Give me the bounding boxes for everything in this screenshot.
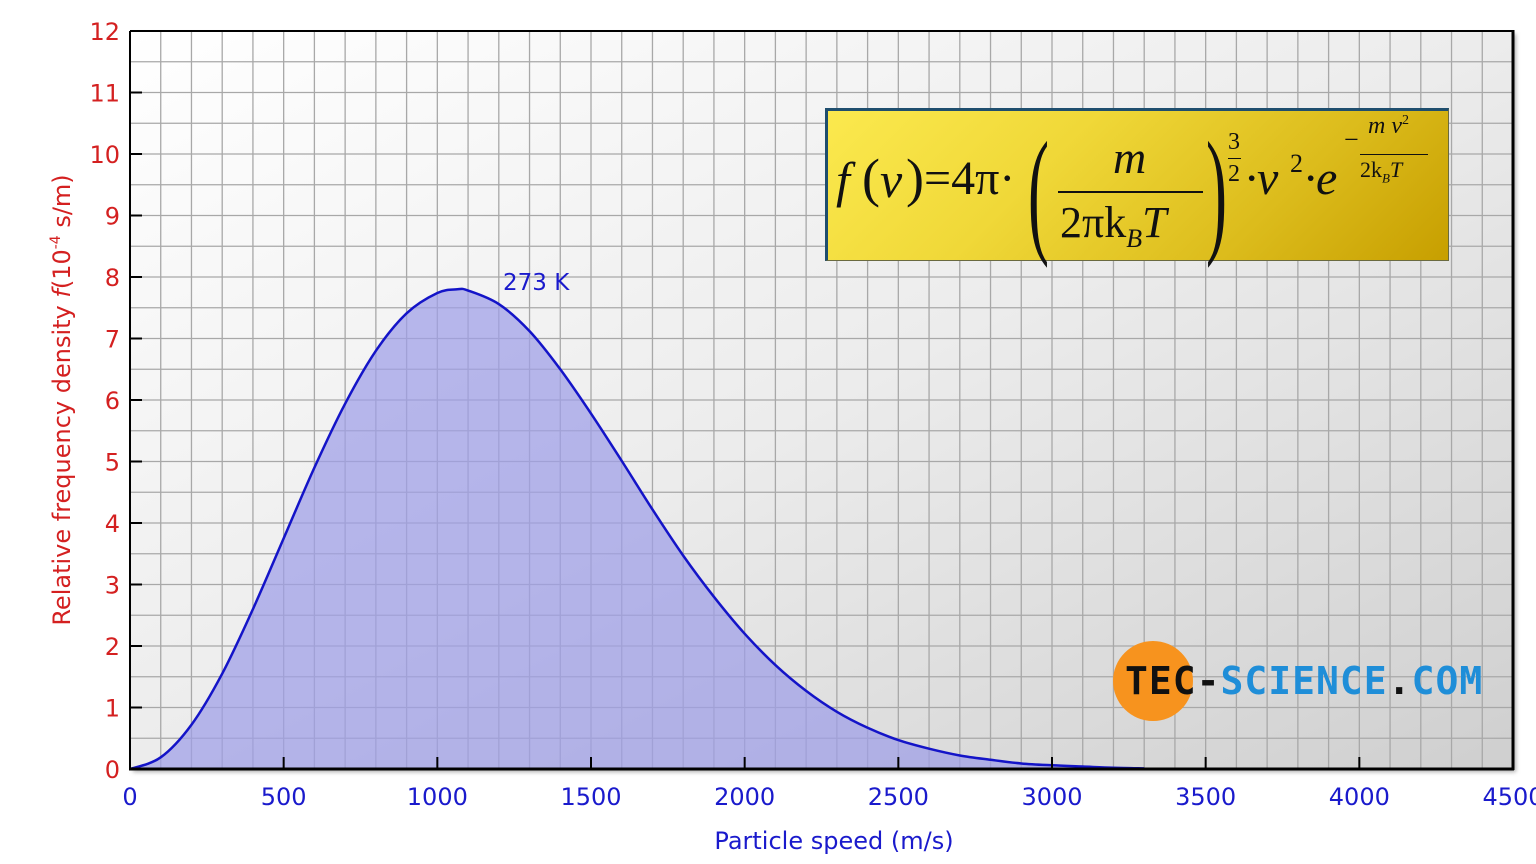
formula-var: v bbox=[880, 152, 903, 208]
axis-ticks bbox=[130, 91, 1361, 769]
formula-lhs: f bbox=[836, 152, 850, 208]
x-tick-label: 2500 bbox=[868, 783, 929, 811]
series-label-273k: 273 K bbox=[503, 270, 570, 296]
y-tick-label: 10 bbox=[89, 141, 120, 169]
x-axis-title: Particle speed (m/s) bbox=[714, 827, 953, 855]
formula-e-minus: − bbox=[1344, 125, 1359, 154]
formula-e-den-sub: B bbox=[1382, 170, 1390, 186]
logo-dot: . bbox=[1387, 659, 1412, 703]
x-tick-label: 3000 bbox=[1021, 783, 1082, 811]
series-line-273k bbox=[129, 287, 1145, 771]
formula-e: ·e bbox=[1304, 152, 1338, 205]
formula-paren-open: ( bbox=[862, 148, 880, 208]
formula-e-den-tail: T bbox=[1389, 157, 1403, 182]
y-tick-label: 8 bbox=[105, 264, 120, 292]
logo-text: TEC-SCIENCE.COM bbox=[1125, 659, 1483, 703]
y-axis-title-unit-close: s/m) bbox=[48, 174, 76, 235]
logo-circle bbox=[1113, 641, 1193, 721]
formula-fraction-bar bbox=[1058, 191, 1203, 193]
tec-science-logo: TEC-SCIENCE.COM bbox=[1113, 641, 1482, 721]
y-axis-title-text: Relative frequency density bbox=[48, 298, 76, 626]
y-tick-label: 11 bbox=[89, 80, 120, 108]
y-tick-label: 5 bbox=[105, 449, 120, 477]
logo-tec: TEC bbox=[1125, 659, 1197, 703]
y-tick-label: 2 bbox=[105, 633, 120, 661]
x-tick-label: 1000 bbox=[407, 783, 468, 811]
formula-exp-den: 2 bbox=[1228, 161, 1240, 187]
formula-box: f ( v ) =4π· ( m 2πkBT ) 3 2 ·v 2 ·e − m… bbox=[825, 108, 1449, 269]
formula-e-num: m v2 bbox=[1368, 113, 1409, 140]
formula-big-paren-close: ) bbox=[1206, 114, 1227, 269]
logo-dash: - bbox=[1196, 659, 1221, 703]
x-tick-label: 0 bbox=[122, 783, 137, 811]
y-tick-label: 4 bbox=[105, 510, 120, 538]
formula-num: m bbox=[1113, 132, 1147, 183]
x-tick-labels: 0 500 1000 1500 2000 2500 3000 3500 4000 4500 bbox=[122, 783, 1536, 811]
formula-den-tail: T bbox=[1142, 198, 1167, 247]
y-tick-label: 7 bbox=[105, 326, 120, 354]
y-axis-title-exp: -4 bbox=[48, 235, 64, 249]
formula-mid: ·v bbox=[1245, 152, 1279, 205]
series-area-273k bbox=[130, 288, 1145, 769]
formula-big-paren-open: ( bbox=[1028, 114, 1049, 269]
logo-com: COM bbox=[1411, 659, 1484, 703]
x-tick-label: 4500 bbox=[1482, 783, 1536, 811]
formula-paren-close: ) bbox=[906, 148, 924, 208]
y-tick-label: 6 bbox=[105, 387, 120, 415]
formula-exp-num: 3 bbox=[1228, 129, 1240, 155]
formula-den-sub: B bbox=[1126, 223, 1143, 253]
y-axis-title: Relative frequency density f(10-4 s/m) bbox=[48, 174, 76, 625]
formula-e-den: 2kBT bbox=[1360, 157, 1402, 186]
x-tick-label: 2000 bbox=[714, 783, 775, 811]
x-tick-label: 500 bbox=[261, 783, 307, 811]
logo-science: SCIENCE bbox=[1220, 659, 1388, 703]
y-tick-label: 0 bbox=[105, 756, 120, 784]
formula-e-den-text: 2k bbox=[1360, 157, 1382, 182]
formula-e-num-text: m v bbox=[1368, 113, 1402, 139]
y-tick-label: 1 bbox=[105, 695, 120, 723]
formula-e-bar bbox=[1360, 154, 1428, 155]
y-tick-label: 12 bbox=[89, 18, 120, 46]
y-tick-label: 9 bbox=[105, 203, 120, 231]
formula-eq: =4π· bbox=[924, 152, 1016, 205]
x-tick-label: 3500 bbox=[1175, 783, 1236, 811]
formula-mid-exp: 2 bbox=[1290, 149, 1303, 178]
formula-den: 2πkBT bbox=[1060, 197, 1167, 254]
x-tick-label: 4000 bbox=[1329, 783, 1390, 811]
formula-exp-bar bbox=[1228, 158, 1241, 159]
formula-den-text: 2πk bbox=[1060, 198, 1127, 247]
y-axis-title-unit: (10 bbox=[48, 249, 76, 289]
x-tick-label: 1500 bbox=[560, 783, 621, 811]
formula-e-num-exp: 2 bbox=[1401, 113, 1409, 128]
y-tick-label: 3 bbox=[105, 572, 120, 600]
